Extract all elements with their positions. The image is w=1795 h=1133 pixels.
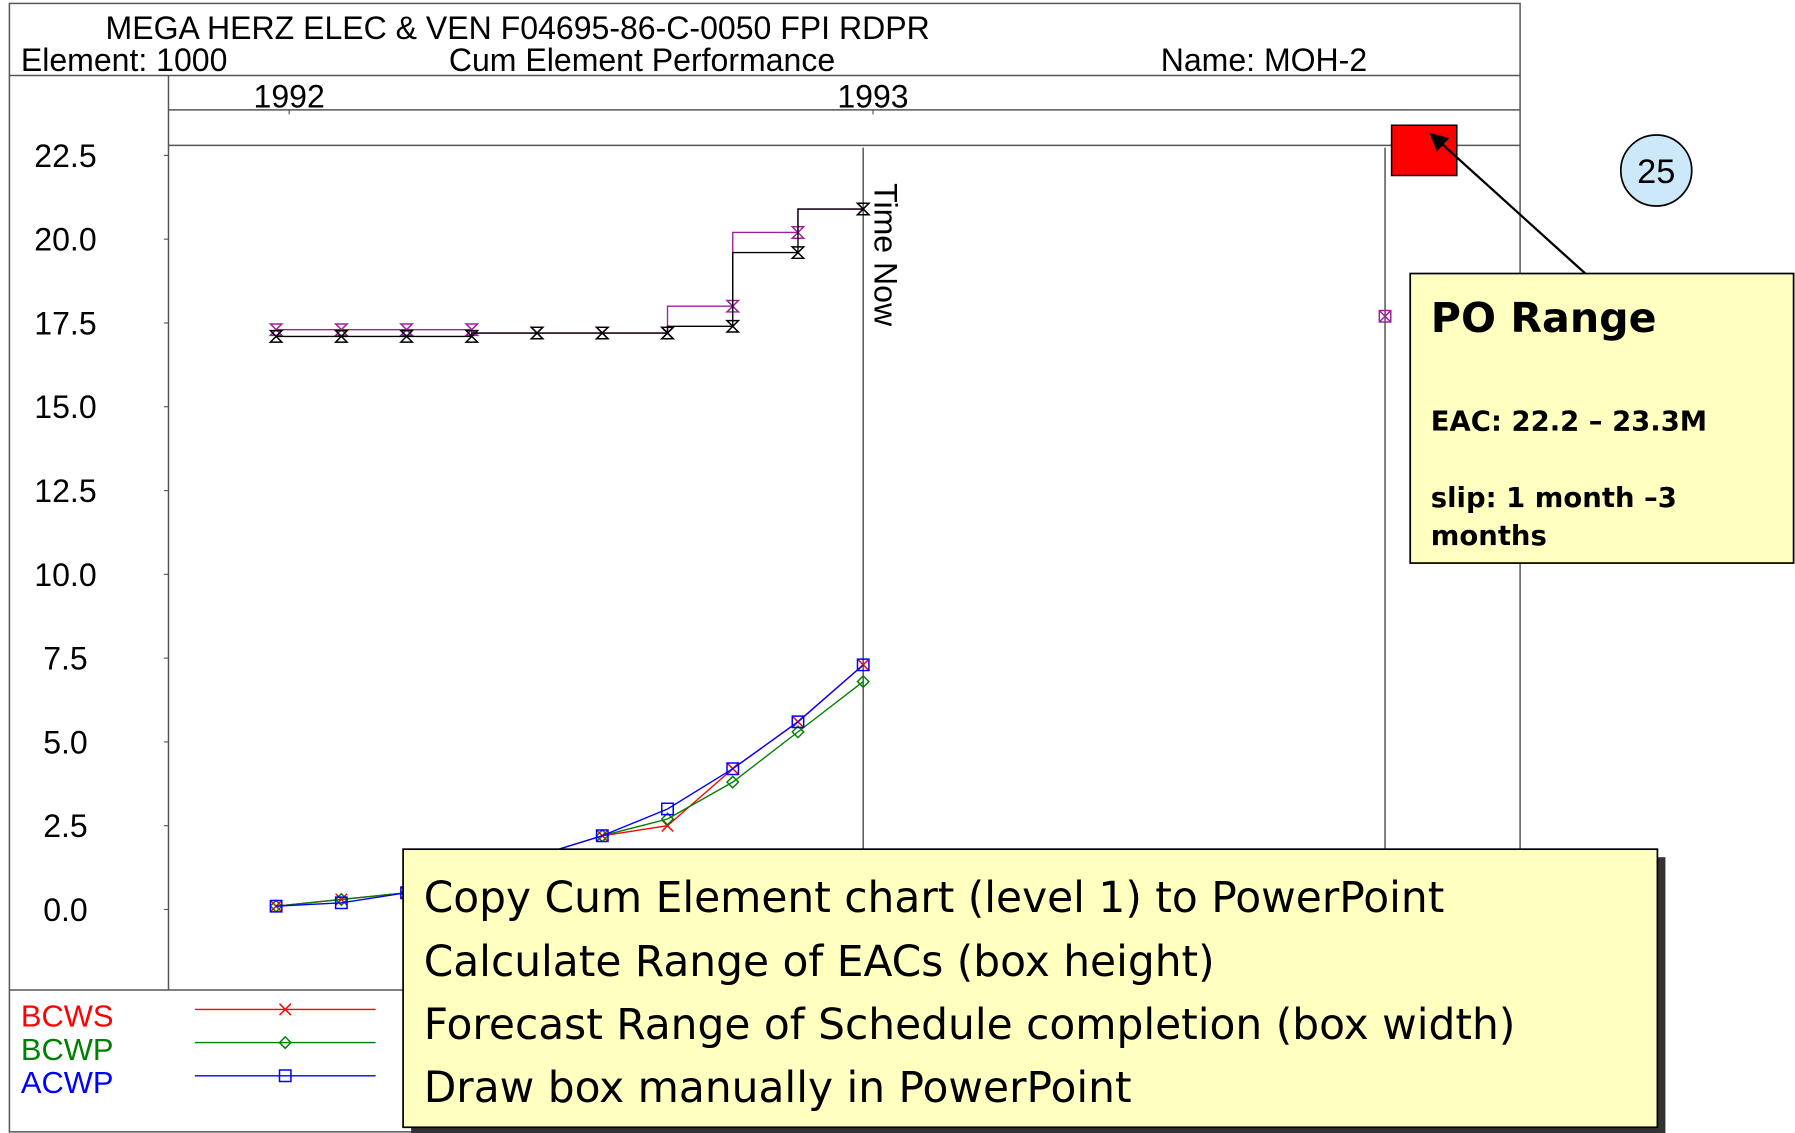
marker: [334, 896, 348, 910]
marker: [333, 329, 349, 343]
note-box: [402, 848, 1659, 1129]
slide-number-badge: [1619, 134, 1693, 207]
y-tick-label: 7.5: [43, 641, 88, 677]
note-line: Draw box manually in PowerPoint: [424, 1063, 1132, 1112]
callout-title: PO Range: [1431, 294, 1657, 342]
legend-marker: [278, 1003, 292, 1016]
marker: [791, 715, 805, 729]
series-line: [276, 664, 864, 907]
marker: [529, 326, 545, 340]
note-line: Calculate Range of EACs (box height): [424, 937, 1215, 986]
chart-title: MEGA HERZ ELEC & VEN F04695-86-C-0050 FP…: [106, 10, 930, 46]
marker: [594, 326, 610, 340]
legend-marker: [278, 1069, 292, 1083]
reference-label: Time Now: [868, 183, 904, 327]
marker: [268, 323, 284, 337]
marker: [399, 329, 415, 343]
note-line: Forecast Range of Schedule completion (b…: [424, 1000, 1516, 1049]
marker: [725, 299, 741, 313]
marker: [790, 246, 806, 260]
callout-line: slip: 1 month –3: [1431, 483, 1677, 514]
legend-label: BCWS: [21, 999, 114, 1034]
marker: [659, 326, 676, 340]
step-segment: [666, 305, 733, 334]
legend-label: ACWP: [21, 1065, 114, 1100]
marker: [726, 762, 740, 776]
y-tick-label: 17.5: [34, 305, 96, 341]
marker: [725, 775, 740, 789]
x-tick-label: 1992: [254, 79, 325, 115]
marker: [855, 202, 871, 216]
note-line: Copy Cum Element chart (level 1) to Powe…: [424, 873, 1445, 922]
x-tick-label: 1993: [837, 79, 908, 115]
callout-arrow: [1429, 132, 1587, 275]
callout-line: EAC: 22.2 – 23.3M: [1431, 406, 1707, 437]
name-label: Name: MOH-2: [1161, 42, 1367, 78]
y-tick-label: 20.0: [34, 222, 96, 258]
chart-subtitle: Cum Element Performance: [449, 42, 835, 78]
step-segment: [797, 208, 864, 253]
marker: [595, 829, 609, 843]
y-tick-label: 10.0: [34, 557, 96, 593]
marker: [856, 658, 870, 672]
marker: [464, 329, 480, 343]
marker: [856, 674, 870, 689]
marker: [661, 802, 674, 816]
y-tick-label: 15.0: [34, 389, 96, 425]
slide-number: 25: [1637, 153, 1675, 191]
marker: [660, 812, 675, 826]
marker: [399, 323, 415, 337]
step-segment: [797, 208, 864, 233]
step-segment: [732, 231, 798, 307]
legend-label: BCWP: [21, 1032, 114, 1067]
element-label: Element: 1000: [21, 42, 228, 78]
step-segment: [732, 251, 798, 327]
marker: [268, 329, 284, 343]
y-tick-label: 0.0: [43, 892, 88, 928]
callout-line: months: [1431, 521, 1547, 552]
y-tick-label: 12.5: [34, 473, 96, 509]
plot: 0.0 2.5 5.0 7.5 10.0 12.5 15.0 17.5 20.0 22.5 1992…: [34, 79, 1458, 990]
range-box: [1390, 124, 1458, 177]
y-tick-label: 22.5: [34, 138, 96, 174]
marker: [333, 323, 349, 337]
marker: [1378, 309, 1392, 323]
marker: [269, 899, 283, 913]
legend-marker: [278, 1035, 292, 1050]
marker: [790, 226, 806, 239]
marker: [725, 319, 741, 333]
callout-box: [1409, 272, 1795, 564]
step-segment: [471, 332, 538, 337]
step-segment: [666, 325, 733, 334]
y-tick-label: 2.5: [43, 808, 88, 844]
marker: [791, 725, 805, 739]
y-tick-label: 5.0: [43, 724, 88, 760]
marker: [464, 323, 480, 337]
